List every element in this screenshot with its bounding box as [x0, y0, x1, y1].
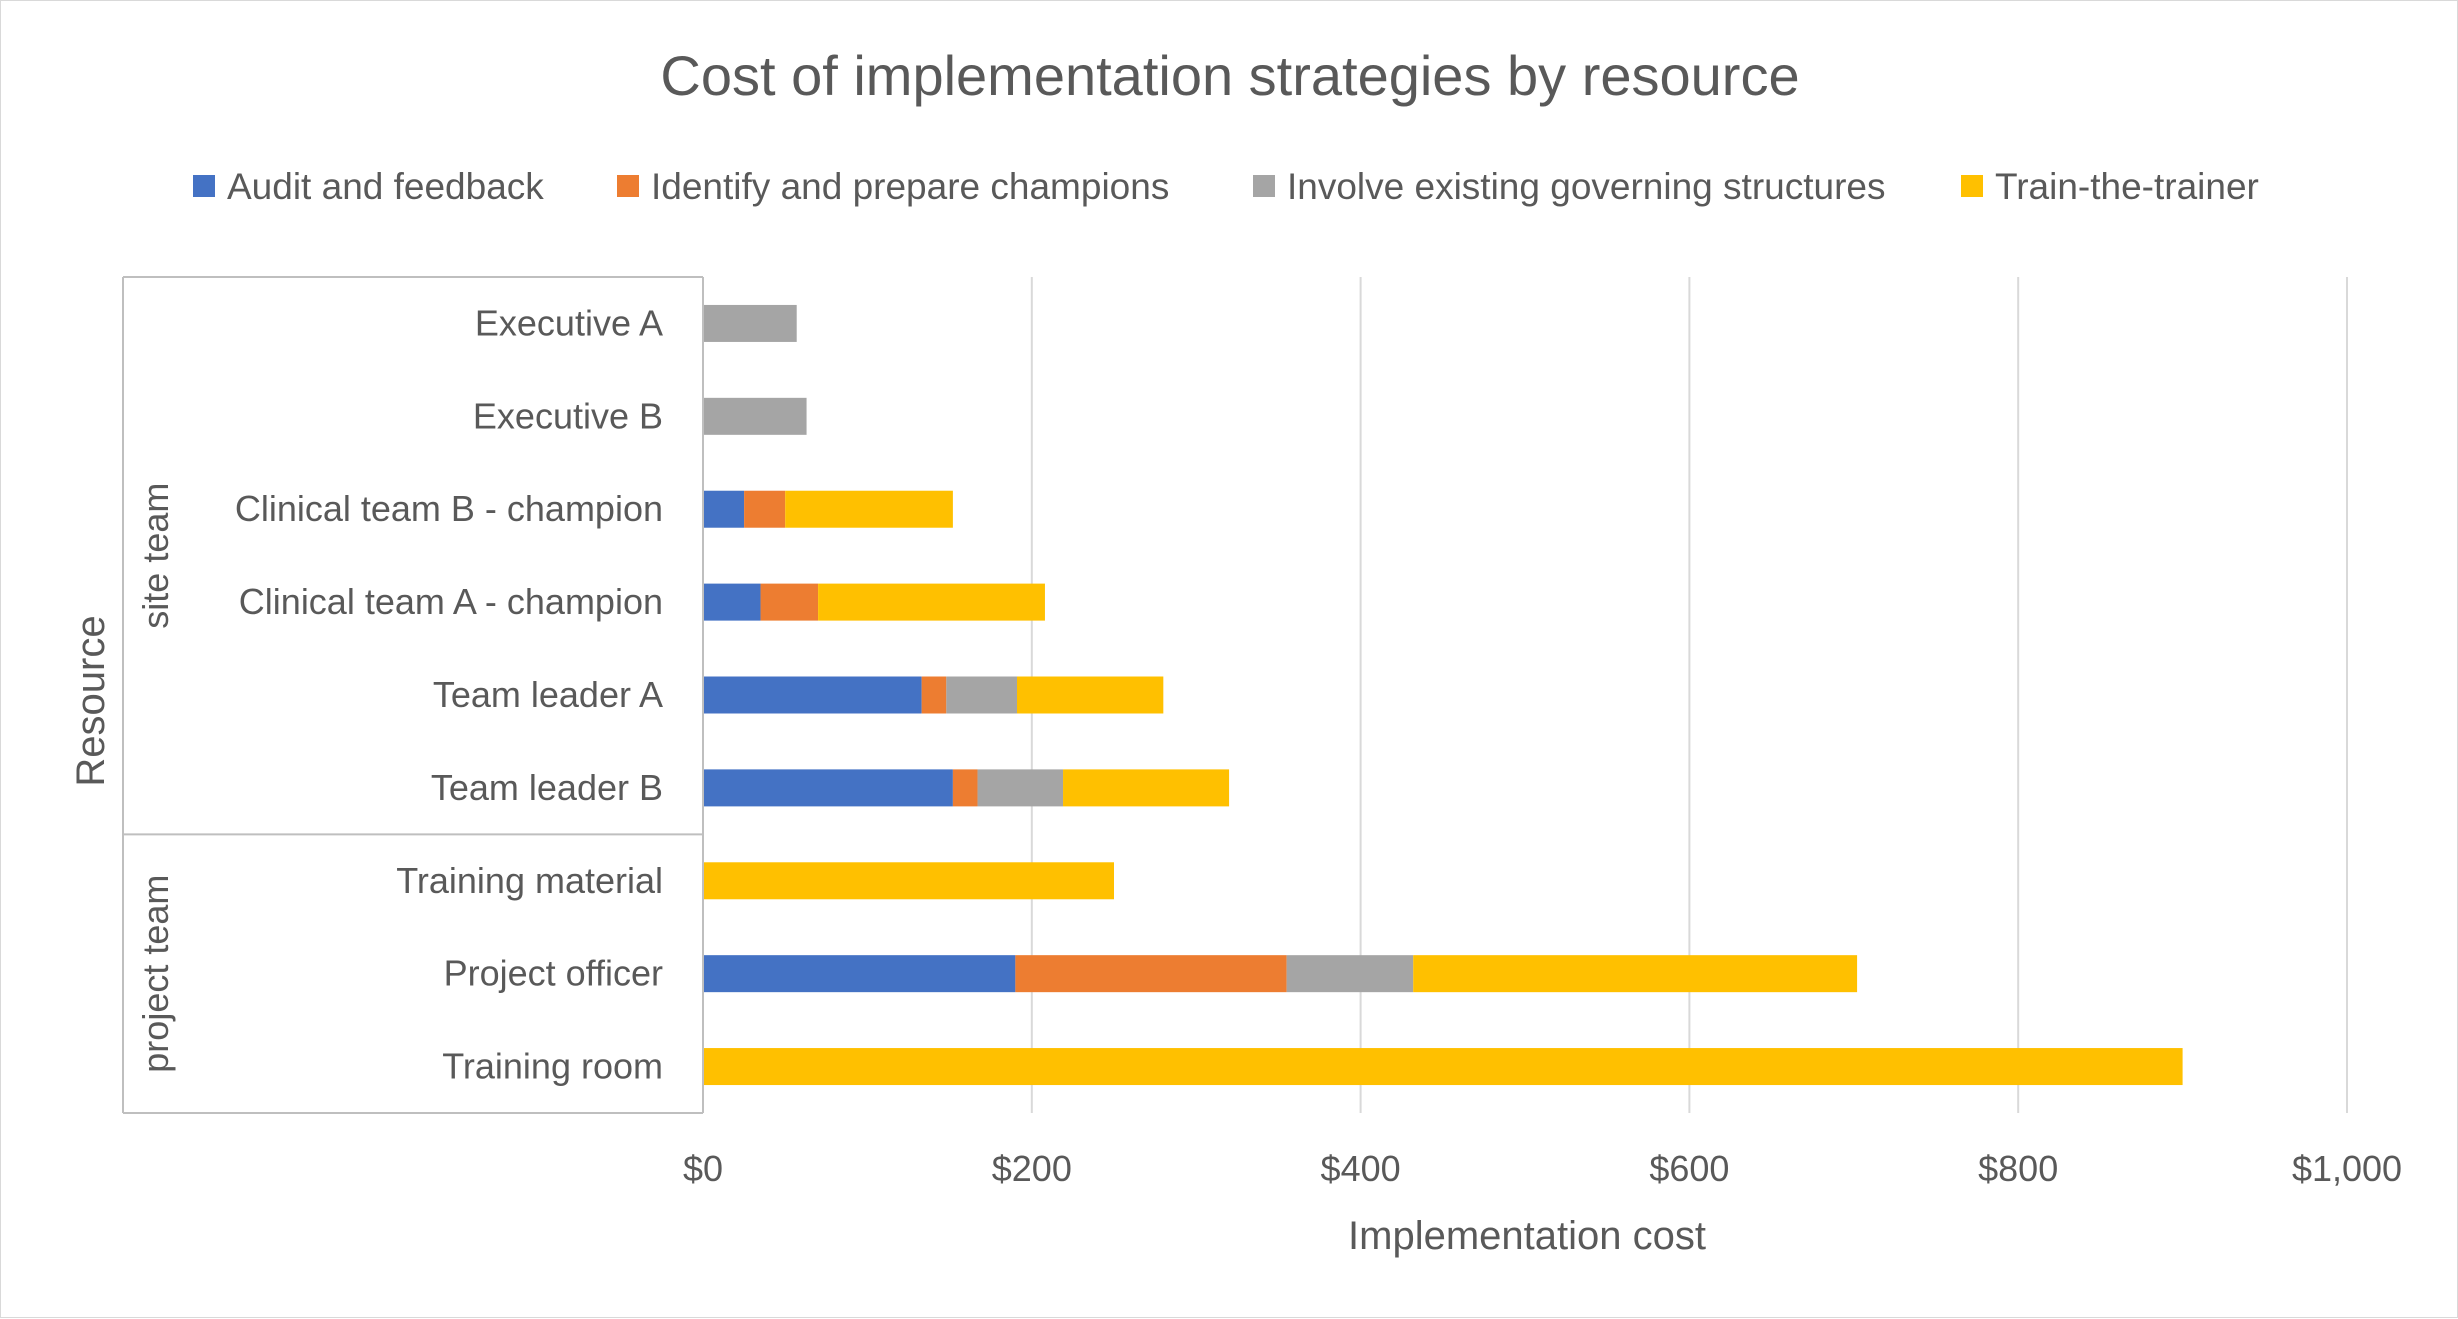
- x-axis-title: Implementation cost: [1348, 1214, 1706, 1258]
- legend: Audit and feedback Identify and prepare c…: [193, 166, 2259, 207]
- category-axis: Executive A Executive B Clinical team B - …: [122, 276, 704, 1114]
- y-axis-title: Resource: [69, 615, 113, 786]
- legend-item-identify-and-prepare-champions: Identify and prepare champions: [617, 166, 1169, 207]
- bar-executive-b-involve-existing-governing-structures: [703, 397, 807, 435]
- legend-swatch-audit-and-feedback: [193, 175, 215, 197]
- category-label-team-leader-b: Team leader B: [431, 767, 663, 808]
- chart-title: Cost of implementation strategies by res…: [660, 44, 1799, 107]
- x-axis: $0 $200 $400 $600 $800 $1,000: [683, 1148, 2402, 1189]
- bar-clinical-team-b-champion-train-the-trainer: [785, 490, 953, 528]
- legend-label-involve-existing-governing-structures: Involve existing governing structures: [1287, 166, 1885, 207]
- legend-item-involve-existing-governing-structures: Involve existing governing structures: [1253, 166, 1885, 207]
- group-label-project-team: project team: [135, 875, 176, 1073]
- bar-clinical-team-b-champion-audit-and-feedback: [703, 490, 745, 528]
- category-label-executive-b: Executive B: [473, 395, 663, 436]
- bar-team-leader-b-involve-existing-governing-structures: [977, 769, 1064, 807]
- x-tick-label-1000: $1,000: [2292, 1148, 2402, 1189]
- category-label-team-leader-a: Team leader A: [433, 674, 663, 715]
- bar-team-leader-a-train-the-trainer: [1017, 676, 1164, 714]
- legend-item-train-the-trainer: Train-the-trainer: [1961, 166, 2259, 207]
- bars: [703, 304, 2183, 1086]
- bar-project-officer-involve-existing-governing-structures: [1286, 955, 1414, 993]
- category-label-clinical-team-b-champion: Clinical team B - champion: [235, 488, 663, 529]
- category-label-training-room: Training room: [442, 1046, 663, 1087]
- legend-label-train-the-trainer: Train-the-trainer: [1995, 166, 2259, 207]
- category-label-training-material: Training material: [396, 860, 663, 901]
- bar-clinical-team-b-champion-identify-and-prepare-champions: [744, 490, 786, 528]
- bar-clinical-team-a-champion-audit-and-feedback: [703, 583, 761, 621]
- x-tick-label-400: $400: [1321, 1148, 1401, 1189]
- bar-team-leader-a-audit-and-feedback: [703, 676, 922, 714]
- bar-project-officer-identify-and-prepare-champions: [1015, 955, 1287, 993]
- category-label-clinical-team-a-champion: Clinical team A - champion: [239, 581, 663, 622]
- bar-training-room-train-the-trainer: [703, 1048, 2183, 1086]
- x-tick-label-600: $600: [1649, 1148, 1729, 1189]
- bar-project-officer-audit-and-feedback: [703, 955, 1016, 993]
- bar-clinical-team-a-champion-identify-and-prepare-champions: [760, 583, 819, 621]
- legend-swatch-identify-and-prepare-champions: [617, 175, 639, 197]
- bar-training-material-train-the-trainer: [703, 862, 1114, 900]
- bar-team-leader-b-audit-and-feedback: [703, 769, 953, 807]
- legend-label-audit-and-feedback: Audit and feedback: [227, 166, 544, 207]
- bar-team-leader-b-train-the-trainer: [1063, 769, 1230, 807]
- bar-team-leader-b-identify-and-prepare-champions: [952, 769, 978, 807]
- bar-team-leader-a-identify-and-prepare-champions: [921, 676, 947, 714]
- legend-swatch-train-the-trainer: [1961, 175, 1983, 197]
- bar-executive-a-involve-existing-governing-structures: [703, 304, 797, 342]
- legend-item-audit-and-feedback: Audit and feedback: [193, 166, 544, 207]
- legend-swatch-involve-existing-governing-structures: [1253, 175, 1275, 197]
- category-label-executive-a: Executive A: [475, 302, 663, 343]
- category-label-project-officer: Project officer: [444, 953, 663, 994]
- legend-label-identify-and-prepare-champions: Identify and prepare champions: [651, 166, 1169, 207]
- group-label-site-team: site team: [135, 483, 176, 629]
- x-tick-label-0: $0: [683, 1148, 723, 1189]
- bar-team-leader-a-involve-existing-governing-structures: [946, 676, 1018, 714]
- x-tick-label-800: $800: [1978, 1148, 2058, 1189]
- bar-project-officer-train-the-trainer: [1413, 955, 1858, 993]
- x-tick-label-200: $200: [992, 1148, 1072, 1189]
- bar-clinical-team-a-champion-train-the-trainer: [818, 583, 1045, 621]
